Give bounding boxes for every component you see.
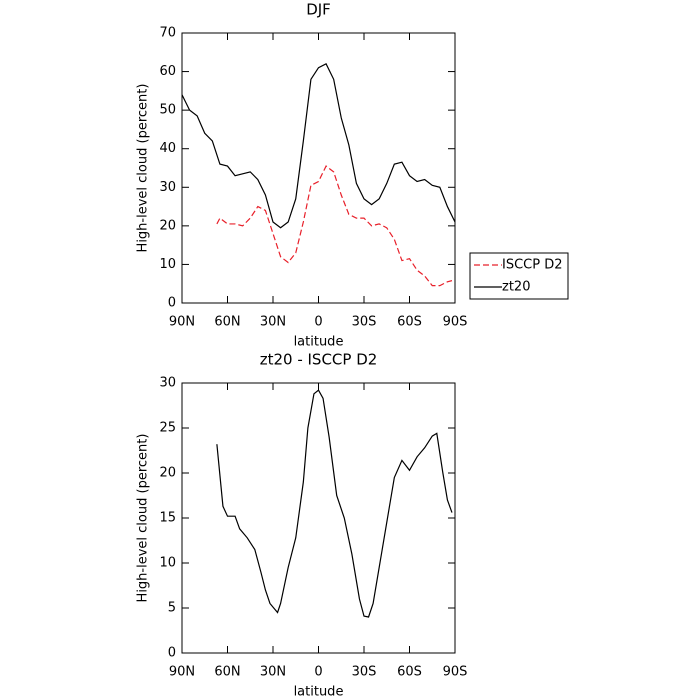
- x-tick-label: 30N: [260, 315, 286, 330]
- y-tick-label: 0: [168, 296, 176, 311]
- y-tick-label: 20: [159, 218, 176, 233]
- y-tick-label: 30: [159, 376, 176, 391]
- y-tick-label: 10: [159, 257, 176, 272]
- x-tick-label: 90N: [169, 315, 195, 330]
- legend-box: [469, 252, 569, 300]
- y-tick-label: 25: [159, 421, 176, 436]
- x-tick-label: 30S: [352, 665, 377, 680]
- plot-frame: [181, 382, 456, 654]
- data-line: [216, 165, 453, 287]
- y-axis-label: High-level cloud (percent): [136, 434, 151, 603]
- data-line: [216, 389, 453, 618]
- y-tick-label: 30: [159, 180, 176, 195]
- x-tick-label: 60N: [214, 315, 240, 330]
- x-tick-label: 30S: [352, 315, 377, 330]
- y-tick-label: 70: [159, 26, 176, 41]
- y-axis-label: High-level cloud (percent): [136, 84, 151, 253]
- plot-frame: [181, 32, 456, 304]
- chart-title: DJF: [306, 1, 331, 19]
- x-axis-label: latitude: [294, 685, 344, 700]
- x-tick-label: 90N: [169, 665, 195, 680]
- x-tick-label: 60N: [214, 665, 240, 680]
- x-tick-label: 60S: [397, 665, 422, 680]
- x-tick-label: 30N: [260, 665, 286, 680]
- legend-label: ISCCP D2: [502, 258, 563, 273]
- x-tick-label: 90S: [443, 315, 468, 330]
- x-tick-label: 90S: [443, 665, 468, 680]
- legend-label: zt20: [502, 280, 530, 295]
- x-tick-label: 60S: [397, 315, 422, 330]
- y-tick-label: 50: [159, 103, 176, 118]
- x-tick-label: 0: [314, 315, 322, 330]
- chart-title: zt20 - ISCCP D2: [260, 351, 378, 369]
- y-tick-label: 15: [159, 511, 176, 526]
- x-axis-label: latitude: [294, 335, 344, 350]
- y-tick-label: 10: [159, 556, 176, 571]
- y-tick-label: 5: [168, 601, 176, 616]
- y-tick-label: 0: [168, 646, 176, 661]
- y-tick-label: 40: [159, 141, 176, 156]
- y-tick-label: 60: [159, 64, 176, 79]
- x-tick-label: 0: [314, 665, 322, 680]
- y-tick-label: 20: [159, 466, 176, 481]
- data-line: [181, 63, 456, 229]
